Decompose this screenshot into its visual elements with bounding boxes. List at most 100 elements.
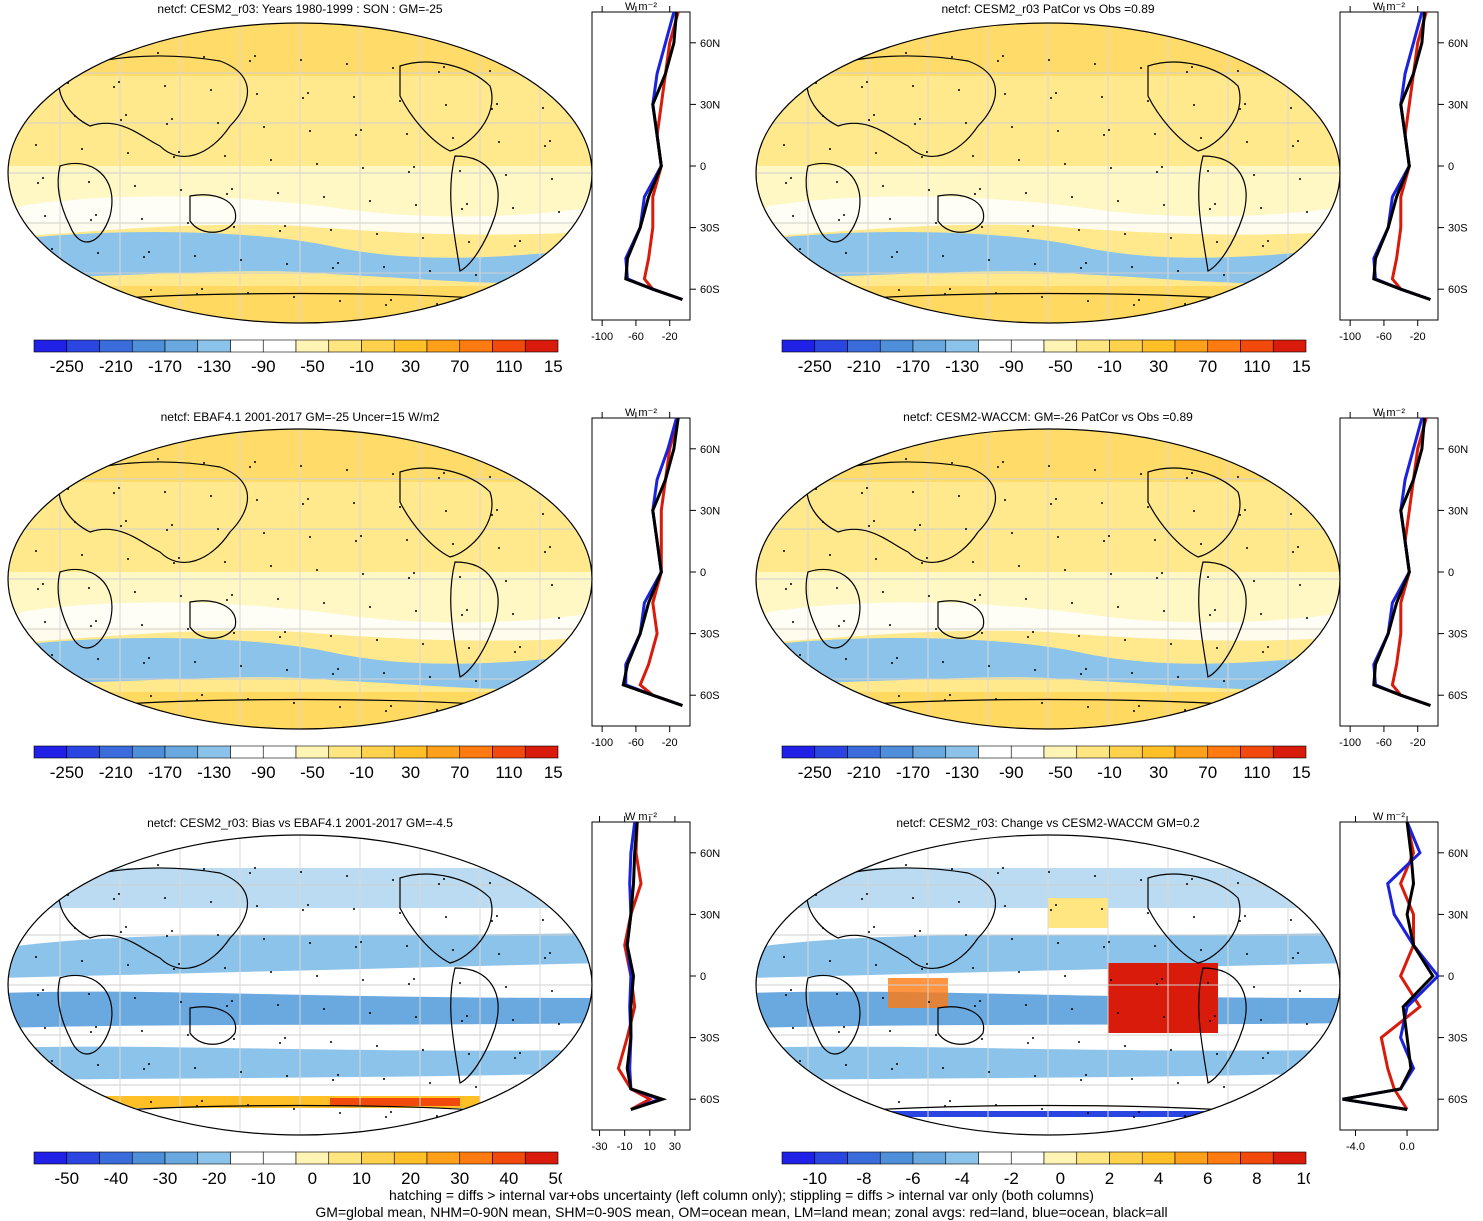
colorbar-swatch (978, 745, 1012, 759)
stipple-dot (875, 558, 877, 560)
stipple-dot (836, 587, 838, 589)
colorbar-label: 110 (1243, 357, 1270, 376)
colorbar-swatch (1240, 745, 1274, 759)
colorbar-swatch (164, 745, 199, 759)
stipple-dot (1050, 909, 1052, 911)
coastline-3 (399, 467, 493, 558)
stipple-dot (37, 182, 39, 184)
stipple-dot (1041, 702, 1043, 704)
stipple-dot (231, 1000, 233, 1002)
colorbar-label: 110 (495, 357, 522, 376)
stipple-dot (799, 248, 801, 250)
stipple-dot (792, 621, 794, 623)
colorbar-label: -170 (148, 357, 182, 376)
stipple-dot (118, 81, 120, 83)
stipple-dot (203, 56, 205, 58)
stipple-dot (1306, 617, 1308, 619)
stipple-dot (468, 1053, 470, 1055)
stipple-dot (37, 588, 39, 590)
stipple-dot (196, 293, 198, 295)
stipple-dot (1055, 904, 1057, 906)
stipple-dot (95, 214, 97, 216)
colorbar-label: 110 (495, 763, 522, 782)
stipple-dot (482, 1119, 484, 1121)
coastline-0 (806, 461, 996, 563)
colorbar-label: -10 (251, 1169, 276, 1188)
stipple-dot (1237, 476, 1239, 478)
stipple-dot (1064, 975, 1066, 977)
stipple-dot (1239, 920, 1241, 922)
stipple-dot (422, 1049, 424, 1051)
colorbar-label: 150 (1292, 357, 1310, 376)
stipple-dot (413, 978, 415, 980)
map-panel-1 (7, 22, 593, 324)
zonal-ytick-label: 0 (700, 567, 706, 579)
stipple-dot (944, 293, 946, 295)
stipple-dot (482, 713, 484, 715)
stipple-dot (1108, 535, 1110, 537)
stipple-dot (845, 658, 847, 660)
zonal-unit: W m⁻² (1373, 407, 1405, 419)
colorbar-label: -20 (202, 1169, 227, 1188)
stipple-dot (905, 458, 907, 460)
stipple-dot (783, 550, 785, 552)
colorbar-swatch (945, 1151, 979, 1165)
colorbar-label: 8 (1252, 1169, 1261, 1188)
zonal-xtick-label: 0.0 (1399, 1141, 1414, 1153)
colorbar-label: -210 (847, 357, 881, 376)
stipple-dot (1269, 1090, 1271, 1092)
stipple-dot (406, 945, 408, 947)
stipple-dot (300, 59, 302, 61)
colorbar-swatch (1272, 339, 1307, 353)
coastline-2 (937, 1006, 985, 1045)
zonal-line-ocean (624, 11, 683, 301)
stipple-dot (1048, 871, 1050, 873)
stipple-dot (889, 624, 891, 626)
stipple-dot (284, 1037, 286, 1039)
stipple-dot (74, 115, 76, 117)
stipple-dot (293, 1108, 295, 1110)
stipple-dot (141, 624, 143, 626)
stipple-dot (1297, 140, 1299, 142)
colorbar-panel-3: -250 -210 -170 -130 -90 -50 -10 30 70 110 150 (33, 745, 562, 782)
colorbar-swatch (99, 339, 133, 353)
stipple-dot (316, 975, 318, 977)
stipple-dot (466, 609, 468, 611)
colorbar-swatch (459, 745, 493, 759)
zonal-frame (1339, 821, 1439, 1131)
stipple-dot (1140, 473, 1142, 475)
zonal-ytick-label: 60S (700, 690, 720, 702)
stipple-dot (836, 181, 838, 183)
stipple-dot (226, 1005, 228, 1007)
stipple-dot (572, 277, 574, 279)
stipple-dot (528, 853, 530, 855)
stipple-dot (921, 562, 923, 564)
stipple-dot (1011, 938, 1013, 940)
colorbar-swatch (33, 745, 68, 759)
stipple-dot (1276, 853, 1278, 855)
zonal-ytick-label: 30S (1448, 629, 1468, 641)
stipple-dot (376, 639, 378, 641)
colorbar-swatch (295, 745, 330, 759)
stipple-dot (171, 118, 173, 120)
stipple-dot (201, 694, 203, 696)
stipple-dot (1032, 1037, 1034, 1039)
zonal-ytick-label: 30S (700, 223, 720, 235)
stipple-dot (1103, 946, 1105, 948)
stipple-dot (1184, 1115, 1186, 1117)
stipple-dot (1147, 506, 1149, 508)
stipple-dot (90, 219, 92, 221)
stipple-dot (1071, 196, 1073, 198)
stipple-dot (1071, 1008, 1073, 1010)
stipple-dot (1154, 133, 1156, 135)
stipple-dot (806, 1093, 808, 1095)
stipple-dot (1322, 857, 1324, 859)
stipple-dot (1313, 650, 1315, 652)
stipple-dot (549, 546, 551, 548)
stipple-dot (512, 207, 514, 209)
colorbar-label: -10 (1097, 357, 1122, 376)
stipple-dot (360, 535, 362, 537)
stipple-dot (776, 111, 778, 113)
colorbar-swatch (1076, 745, 1110, 759)
coastline-2 (937, 194, 985, 233)
